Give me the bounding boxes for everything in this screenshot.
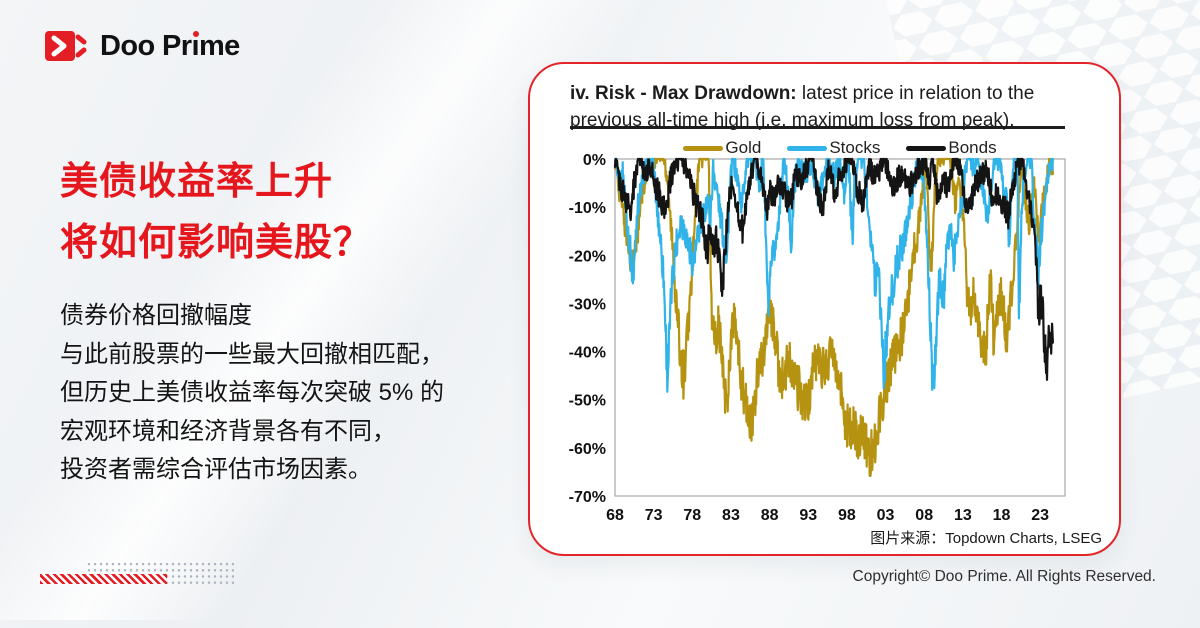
body-line: 宏观环境和经济背景各有不同，: [60, 417, 396, 445]
x-tick-label: 73: [645, 507, 663, 524]
chart-card: iv. Risk - Max Drawdown: latest price in…: [528, 62, 1121, 556]
title-divider: [570, 126, 1065, 129]
x-tick-label: 98: [838, 507, 856, 524]
logo-i-red-dot: [192, 30, 199, 37]
legend-item-gold: Gold: [683, 138, 761, 158]
legend-label: Bonds: [948, 138, 997, 157]
x-tick-label: 83: [722, 507, 740, 524]
headline-line1: 美债收益率上升: [60, 161, 334, 203]
y-tick-label: -30%: [569, 296, 606, 313]
x-tick-label: 08: [915, 507, 933, 524]
logo-wordmark: Doo Prı me: [100, 29, 240, 62]
body-text: 债券价格回撤幅度 与此前股票的一些最大回撤相匹配， 但历史上美债收益率每次突破 …: [60, 297, 444, 490]
x-tick-label: 23: [1031, 507, 1049, 524]
chart-title-rest: latest price in relation to the previous…: [570, 83, 1035, 131]
legend-swatch-bonds: [906, 145, 947, 151]
legend-label: Stocks: [829, 138, 881, 157]
chart-legend: Gold Stocks Bonds: [615, 138, 1065, 158]
series-bonds: [613, 157, 1054, 381]
source-caption: 图片来源：Topdown Charts, LSEG: [870, 530, 1102, 547]
x-tick-label: 18: [993, 507, 1011, 524]
drawdown-chart: 0% -10% -20% -30% -40% -50% -60% -70%68 73 78 83 88…: [569, 152, 1066, 524]
body-line: 投资者需综合评估市场因素。: [60, 456, 372, 483]
x-tick-label: 88: [761, 507, 779, 524]
body-line: 与此前股票的一些最大回撤相匹配，: [60, 340, 444, 368]
page-title: 美债收益率上升 将如何影响美股？: [60, 152, 372, 274]
doo-prime-arrow-icon: [45, 31, 87, 61]
red-stripe-decoration: [40, 574, 167, 584]
y-tick-label: -40%: [569, 345, 606, 362]
y-tick-label: -10%: [569, 200, 606, 217]
doo-prime-logo: Doo Prı me: [44, 28, 240, 64]
legend-label: Gold: [725, 138, 762, 157]
x-tick-label: 03: [877, 507, 895, 524]
body-line: 债券价格回撤幅度: [60, 302, 252, 329]
series-gold: [613, 157, 1054, 477]
x-tick-label: 13: [954, 507, 972, 524]
y-tick-label: -50%: [569, 393, 606, 410]
x-tick-label: 93: [799, 507, 817, 524]
headline-line2: 将如何影响美股？: [60, 222, 373, 264]
y-tick-label: -20%: [569, 248, 606, 265]
legend-swatch-stocks: [787, 145, 828, 151]
x-tick-label: 68: [606, 507, 624, 524]
y-tick-label: -60%: [569, 441, 606, 458]
body-line: 但历史上美债收益率每次突破 5% 的: [60, 379, 445, 406]
y-tick-label: 0%: [583, 152, 606, 169]
legend-item-stocks: Stocks: [787, 138, 880, 158]
chart-title: iv. Risk - Max Drawdown: latest price in…: [570, 80, 1075, 134]
chart-title-bold: iv. Risk - Max Drawdown:: [570, 83, 797, 104]
y-tick-label: -70%: [569, 489, 606, 506]
x-tick-label: 78: [683, 507, 701, 524]
plot-area: [614, 158, 1066, 497]
copyright-text: Copyright© Doo Prime. All Rights Reserve…: [852, 568, 1156, 585]
legend-item-bonds: Bonds: [906, 138, 997, 158]
legend-swatch-gold: [683, 145, 724, 151]
